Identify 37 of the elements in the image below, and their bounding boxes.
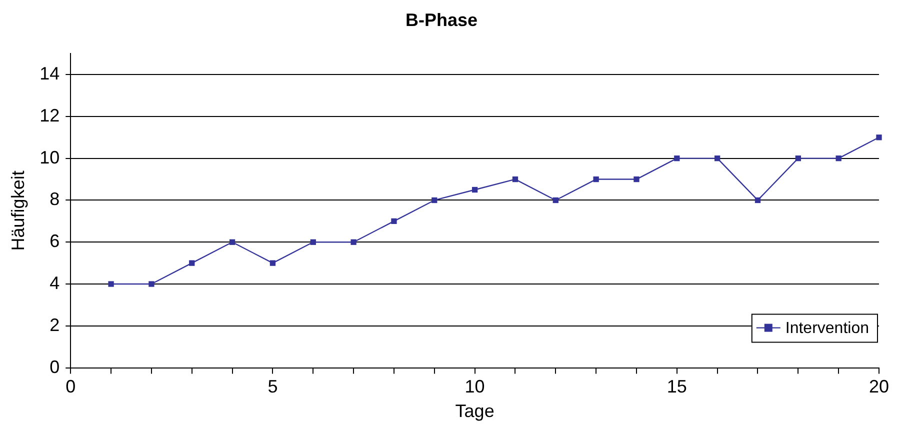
point [714,156,720,162]
point [391,218,397,224]
point [270,260,276,266]
y-tick-label: 10 [40,147,60,168]
x-tick-label: 15 [666,376,687,397]
point [512,176,518,182]
point [634,176,640,182]
point [432,197,438,204]
y-tick-label: 4 [50,272,60,293]
y-tick-label: 14 [40,64,60,84]
point [674,156,680,162]
x-tick-label: 20 [868,376,890,397]
legend-label: Intervention [785,320,869,338]
chart-title: B-Phase [405,10,478,30]
y-tick-label: 12 [40,105,60,126]
point [754,197,761,204]
point [593,176,599,182]
y-tick-label: 0 [50,356,60,377]
point [472,186,478,193]
point [310,239,316,245]
point [108,281,114,287]
point [189,260,195,266]
y-axis-title: Häufigkeit [8,170,28,251]
point [229,239,236,245]
y-tick-label: 2 [50,314,60,335]
point [795,156,801,162]
point [876,134,882,140]
x-tick-label: 5 [268,376,278,397]
x-tick-label: 0 [66,376,76,397]
point [836,156,842,162]
y-tick-label: 8 [50,189,60,210]
point [552,197,558,204]
x-tick-label: 10 [464,376,485,397]
y-tick-label: 6 [50,231,60,252]
x-axis-title: Tage [455,401,494,422]
point [350,239,356,245]
point [148,281,154,287]
